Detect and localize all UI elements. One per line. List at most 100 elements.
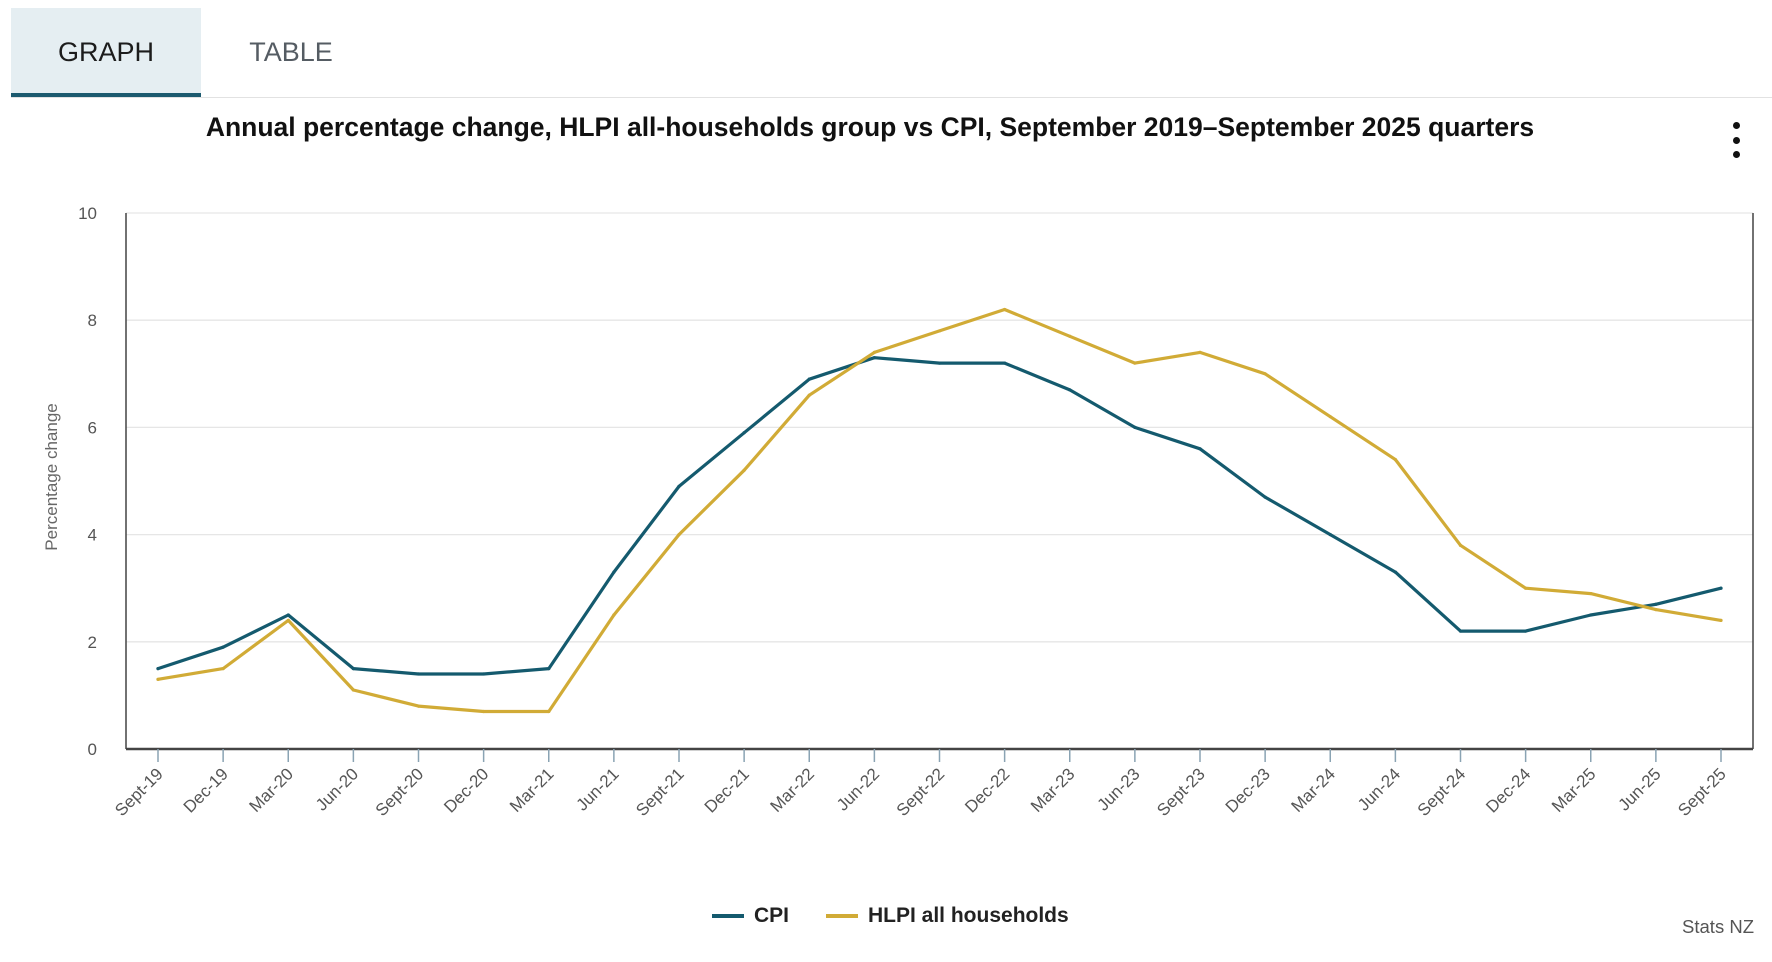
data-point — [1654, 608, 1658, 612]
tab-divider — [11, 97, 1772, 98]
data-point — [872, 350, 876, 354]
data-point — [612, 570, 616, 574]
x-tick-label: Jun-20 — [312, 764, 362, 814]
data-point — [1328, 415, 1332, 419]
data-point — [286, 618, 290, 622]
x-tick-label: Sept-23 — [1153, 764, 1209, 820]
y-axis-label: Percentage change — [42, 403, 61, 550]
data-point — [1719, 586, 1723, 590]
series-line-hlpi — [156, 307, 1723, 714]
y-tick-label: 4 — [88, 526, 97, 545]
legend-item-cpi[interactable]: CPI — [712, 904, 789, 928]
data-point — [1719, 618, 1723, 622]
data-point — [482, 672, 486, 676]
x-tick-label: Jun-22 — [833, 764, 883, 814]
source-credit: Stats NZ — [1682, 916, 1754, 937]
x-tick-label: Mar-21 — [506, 764, 558, 816]
data-point — [547, 667, 551, 671]
data-point — [1524, 629, 1528, 633]
data-point — [1654, 602, 1658, 606]
data-point — [221, 667, 225, 671]
y-tick-label: 10 — [78, 204, 97, 223]
x-tick-label: Dec-21 — [701, 764, 753, 816]
x-tick-label: Sept-21 — [632, 764, 688, 820]
data-point — [351, 688, 355, 692]
x-tick-label: Mar-20 — [246, 764, 298, 816]
data-point — [1133, 425, 1137, 429]
data-point — [416, 672, 421, 676]
data-point — [1003, 307, 1007, 312]
data-point — [482, 709, 486, 714]
x-tick-label: Mar-24 — [1288, 764, 1340, 816]
x-tick-label: Sept-20 — [372, 764, 428, 820]
data-point — [742, 468, 746, 472]
data-point — [1589, 613, 1593, 617]
x-tick-label: Jun-23 — [1094, 764, 1144, 814]
data-point — [807, 393, 811, 397]
x-tick-label: Sept-19 — [111, 764, 167, 820]
data-point — [1133, 361, 1137, 365]
legend-item-hlpi[interactable]: HLPI all households — [826, 904, 1069, 928]
data-point — [742, 431, 746, 435]
chart-title: Annual percentage change, HLPI all-house… — [205, 112, 1535, 142]
series-line-cpi — [156, 356, 1723, 676]
legend-swatch-hlpi — [826, 914, 858, 918]
x-tick-label: Sept-24 — [1414, 764, 1470, 820]
data-point — [1328, 533, 1332, 537]
data-point — [1263, 495, 1267, 499]
data-point — [156, 667, 160, 671]
data-point — [1068, 388, 1072, 392]
data-point — [1393, 570, 1397, 574]
data-point — [1458, 543, 1463, 547]
menu-dot — [1732, 136, 1740, 144]
x-tick-label: Mar-25 — [1548, 764, 1600, 816]
x-tick-label: Jun-25 — [1615, 764, 1665, 814]
data-point — [156, 677, 160, 681]
menu-dot — [1732, 151, 1740, 158]
data-point — [937, 361, 942, 365]
legend-label-cpi: CPI — [754, 904, 790, 927]
data-point — [1524, 586, 1528, 590]
tab-bar: GRAPH TABLE — [0, 0, 1772, 98]
tab-graph[interactable]: GRAPH — [11, 8, 201, 97]
x-tick-label: Dec-19 — [180, 764, 232, 816]
data-point — [807, 377, 811, 381]
y-tick-label: 6 — [88, 418, 97, 437]
data-point — [1198, 350, 1202, 354]
x-tick-label: Dec-24 — [1482, 764, 1534, 816]
data-point — [937, 329, 942, 333]
more-vertical-icon[interactable] — [1718, 118, 1754, 162]
data-point — [872, 356, 876, 360]
data-point — [547, 709, 551, 714]
data-point — [1263, 372, 1267, 376]
x-tick-label: Dec-23 — [1222, 764, 1274, 816]
chart-legend: CPI HLPI all households — [0, 904, 1772, 938]
y-tick-label: 8 — [88, 311, 97, 330]
data-point — [416, 704, 421, 708]
legend-label-hlpi: HLPI all households — [868, 904, 1069, 927]
data-point — [1003, 361, 1007, 365]
x-tick-label: Sept-22 — [893, 764, 949, 820]
menu-dot — [1732, 122, 1740, 129]
data-point — [677, 484, 681, 488]
data-point — [1458, 629, 1463, 633]
x-tick-label: Jun-24 — [1354, 764, 1404, 814]
data-point — [221, 645, 225, 649]
data-point — [612, 613, 616, 617]
legend-swatch-cpi — [712, 914, 744, 918]
y-tick-label: 0 — [88, 740, 97, 759]
x-tick-label: Jun-21 — [573, 764, 623, 814]
x-tick-label: Mar-22 — [767, 764, 819, 816]
x-tick-label: Sept-25 — [1674, 764, 1730, 820]
x-tick-label: Dec-20 — [440, 764, 492, 816]
data-point — [677, 533, 681, 537]
y-tick-label: 2 — [88, 633, 97, 652]
x-tick-label: Mar-23 — [1027, 764, 1079, 816]
data-point — [286, 613, 290, 617]
data-point — [351, 667, 355, 671]
data-point — [1198, 447, 1202, 451]
tab-table[interactable]: TABLE — [249, 36, 333, 67]
data-point — [1589, 591, 1593, 596]
data-point — [1393, 457, 1397, 462]
